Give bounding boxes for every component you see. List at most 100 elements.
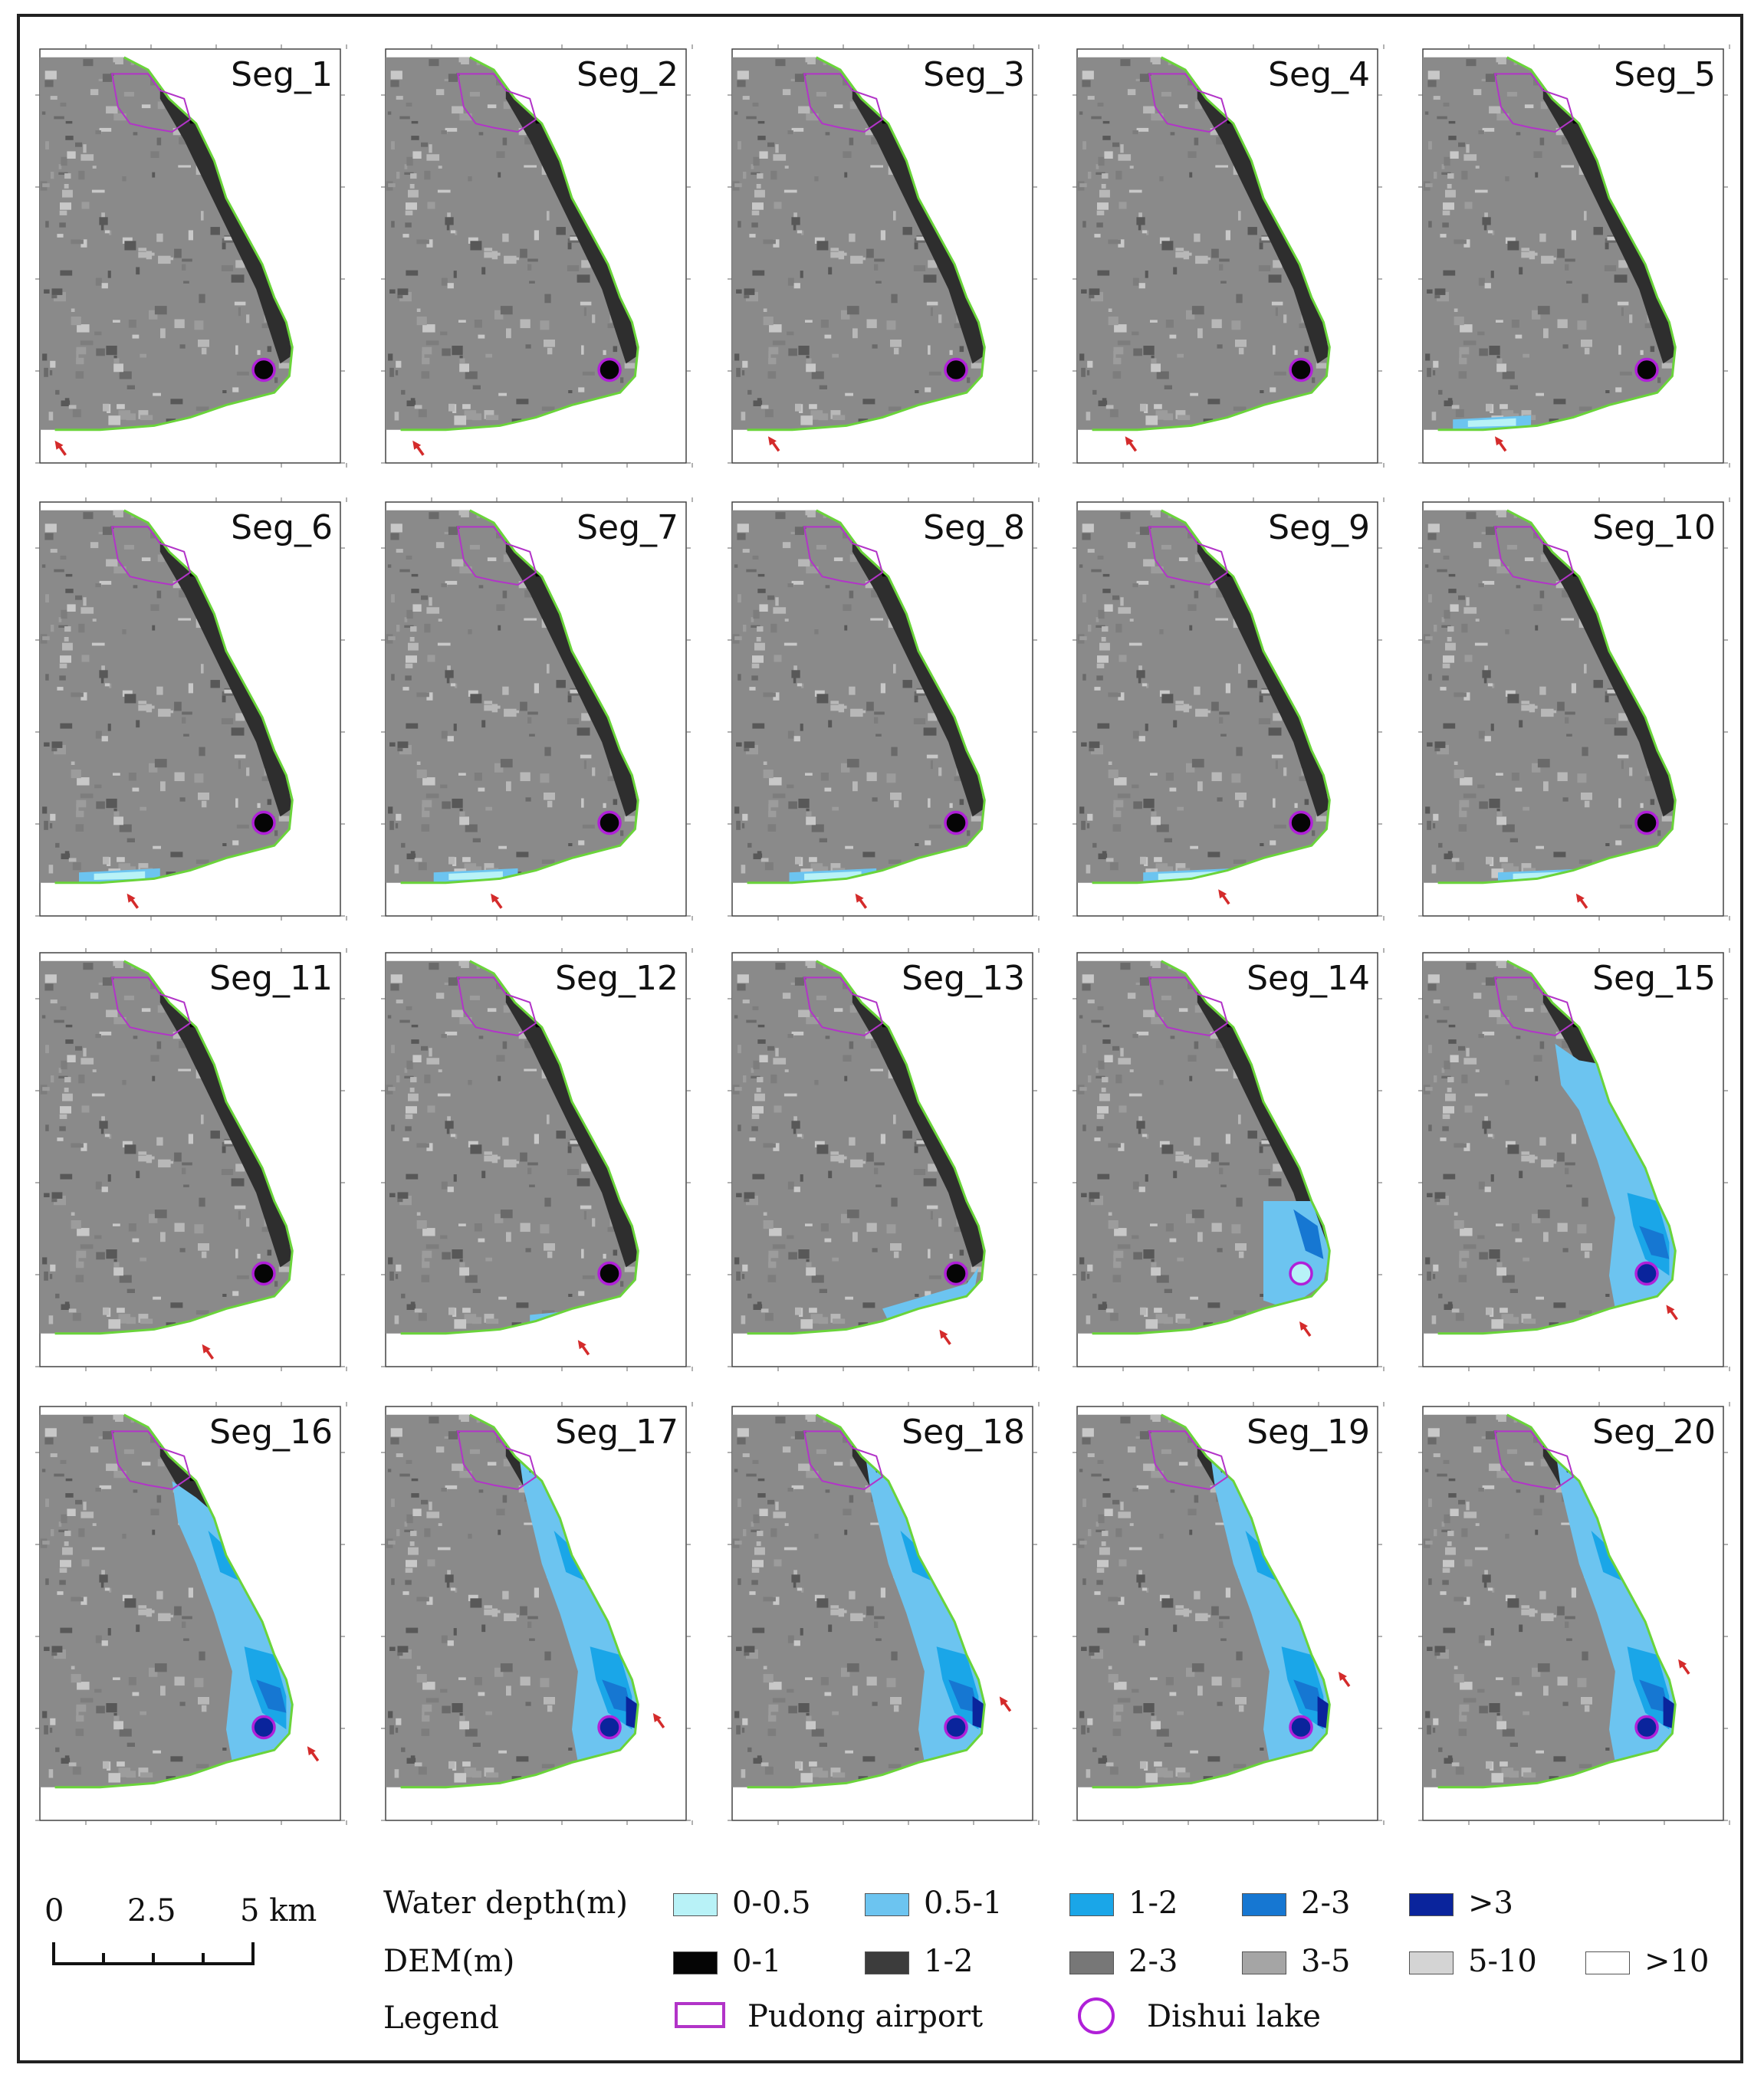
dishui-lake-marker bbox=[1634, 357, 1659, 382]
breach-arrow-icon bbox=[54, 440, 67, 456]
dem-class-label: 3-5 bbox=[1301, 1944, 1351, 1979]
water-depth-swatch bbox=[1409, 1893, 1454, 1916]
dishui-lake-marker bbox=[597, 810, 622, 835]
dem-class-label: >10 bbox=[1644, 1944, 1710, 1979]
dem-title: DEM(m) bbox=[383, 1944, 515, 1979]
segment-label: Seg_16 bbox=[209, 1413, 333, 1452]
breach-arrow-icon bbox=[999, 1696, 1012, 1712]
breach-arrow-icon bbox=[577, 1340, 590, 1356]
map-panel: Seg_6 bbox=[35, 497, 347, 921]
segment-label: Seg_13 bbox=[902, 959, 1025, 998]
water-depth-class-label: >3 bbox=[1468, 1886, 1513, 1921]
water-depth-class-label: 1-2 bbox=[1128, 1886, 1178, 1921]
dishui-lake-marker bbox=[597, 1261, 622, 1286]
map-panel: Seg_10 bbox=[1418, 497, 1730, 921]
breach-arrow-icon bbox=[1678, 1659, 1690, 1675]
dem-swatch bbox=[1409, 1951, 1454, 1974]
breach-arrow-icon bbox=[767, 436, 780, 452]
water-depth-title: Water depth(m) bbox=[383, 1886, 628, 1921]
airport-outline bbox=[803, 976, 884, 1037]
dem-swatch bbox=[865, 1951, 909, 1974]
map-panel: Seg_4 bbox=[1073, 44, 1385, 468]
segment-label: Seg_2 bbox=[577, 55, 678, 94]
breach-arrow-icon bbox=[939, 1329, 951, 1345]
water-depth-swatch bbox=[1069, 1893, 1114, 1916]
map-panel: Seg_19 bbox=[1073, 1402, 1385, 1825]
breach-arrow-icon bbox=[1495, 436, 1507, 452]
breach-arrow-icon bbox=[126, 893, 140, 909]
map-grid: Seg_1 Seg_2 Seg_3 Seg_4 Seg_5 Seg_6 Seg_7 Seg_8… bbox=[35, 44, 1730, 1825]
airport-outline bbox=[1493, 526, 1575, 586]
airport-outline bbox=[1148, 73, 1229, 133]
breach-arrow-icon bbox=[1666, 1305, 1678, 1321]
water-depth-class-label: 2-3 bbox=[1301, 1886, 1351, 1921]
lake-circle-swatch bbox=[1078, 1997, 1115, 2034]
map-panel: Seg_1 bbox=[35, 44, 347, 468]
dem-class-label: 5-10 bbox=[1468, 1944, 1537, 1979]
airport-outline bbox=[1493, 1430, 1575, 1491]
dishui-lake-marker bbox=[944, 810, 968, 835]
map-panel: Seg_3 bbox=[728, 44, 1040, 468]
dishui-lake-marker bbox=[944, 1261, 968, 1286]
breach-arrow-icon bbox=[855, 893, 868, 909]
airport-outline bbox=[456, 976, 537, 1037]
dishui-lake-marker bbox=[944, 1715, 968, 1740]
map-panel: Seg_13 bbox=[728, 948, 1040, 1371]
legend-title: Legend bbox=[383, 2001, 499, 2036]
scale-bar bbox=[52, 1942, 255, 1965]
lake-label: Dishui lake bbox=[1147, 1999, 1321, 2034]
map-panel: Seg_16 bbox=[35, 1402, 347, 1825]
dishui-lake-marker bbox=[251, 1715, 276, 1740]
segment-label: Seg_8 bbox=[923, 508, 1025, 547]
segment-label: Seg_1 bbox=[231, 55, 333, 94]
map-panel: Seg_18 bbox=[728, 1402, 1040, 1825]
map-panel: Seg_11 bbox=[35, 948, 347, 1371]
water-depth-swatch bbox=[865, 1893, 909, 1916]
airport-outline bbox=[1493, 976, 1575, 1037]
scale-tick-2-5: 2.5 bbox=[127, 1893, 176, 1928]
dem-class-label: 0-1 bbox=[732, 1944, 782, 1979]
breach-arrow-icon bbox=[202, 1344, 215, 1360]
dem-swatch bbox=[673, 1951, 718, 1974]
airport-outline bbox=[803, 1430, 884, 1491]
dishui-lake-marker bbox=[597, 1715, 622, 1740]
airport-label: Pudong airport bbox=[747, 1999, 984, 2034]
map-panel: Seg_7 bbox=[381, 497, 693, 921]
segment-label: Seg_15 bbox=[1592, 959, 1716, 998]
airport-outline bbox=[110, 976, 192, 1037]
water-depth-class-label: 0-0.5 bbox=[732, 1886, 811, 1921]
airport-outline bbox=[110, 1430, 192, 1491]
map-panel: Seg_2 bbox=[381, 44, 693, 468]
water-depth-swatch bbox=[1242, 1893, 1286, 1916]
dishui-lake-marker bbox=[1289, 810, 1313, 835]
segment-label: Seg_20 bbox=[1592, 1413, 1716, 1452]
airport-outline bbox=[456, 73, 537, 133]
water-depth-swatch bbox=[673, 1893, 718, 1916]
dishui-lake-marker bbox=[597, 357, 622, 382]
segment-label: Seg_9 bbox=[1268, 508, 1370, 547]
dishui-lake-marker bbox=[1634, 810, 1659, 835]
map-panel: Seg_5 bbox=[1418, 44, 1730, 468]
airport-outline bbox=[110, 526, 192, 586]
breach-arrow-icon bbox=[307, 1746, 320, 1762]
segment-label: Seg_12 bbox=[555, 959, 678, 998]
airport-outline bbox=[803, 526, 884, 586]
breach-arrow-icon bbox=[1125, 436, 1138, 452]
dishui-lake-marker bbox=[251, 810, 276, 835]
dem-swatch bbox=[1585, 1951, 1630, 1974]
segment-label: Seg_17 bbox=[555, 1413, 678, 1452]
segment-label: Seg_3 bbox=[923, 55, 1025, 94]
dem-class-label: 2-3 bbox=[1128, 1944, 1178, 1979]
airport-outline bbox=[803, 73, 884, 133]
dem-class-label: 1-2 bbox=[924, 1944, 974, 1979]
airport-outline bbox=[1148, 1430, 1229, 1491]
airport-outline-swatch bbox=[675, 2002, 725, 2028]
airport-outline bbox=[1148, 526, 1229, 586]
breach-arrow-icon bbox=[412, 440, 425, 456]
legend: 0 2.5 5 km Water depth(m) 0-0.5 0.5-1 1-2 2… bbox=[0, 1855, 1764, 2081]
dem-swatch bbox=[1069, 1951, 1114, 1974]
breach-arrow-icon bbox=[1299, 1321, 1312, 1338]
breach-arrow-icon bbox=[652, 1713, 665, 1729]
airport-outline bbox=[1493, 73, 1575, 133]
breach-arrow-icon bbox=[1338, 1672, 1351, 1688]
